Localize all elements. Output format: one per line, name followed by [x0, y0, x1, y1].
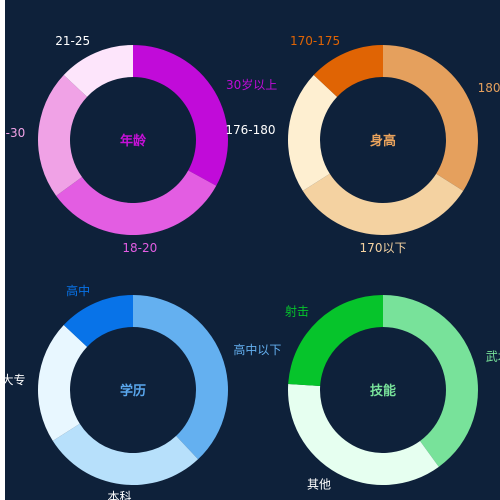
donut-center-title: 学历	[120, 383, 146, 399]
pie-slice[interactable]	[63, 295, 133, 347]
donut-chart-1: 30岁以上 18-20 26-30 21-25 年龄	[5, 34, 277, 255]
pie-slice[interactable]	[288, 74, 338, 191]
slice-label: 其他	[307, 478, 331, 492]
pie-slice[interactable]	[133, 45, 229, 186]
pie-slice[interactable]	[302, 173, 464, 236]
donut-charts: 30岁以上18-2026-3021-25年龄180以上170以下176-1801…	[5, 34, 500, 500]
slice-label: 武术	[486, 350, 500, 364]
slice-label: 26-30	[5, 126, 25, 140]
slice-label: 18-20	[122, 241, 157, 255]
donut-center-title: 技能	[370, 383, 396, 399]
pie-slice[interactable]	[313, 45, 383, 97]
pie-slice[interactable]	[383, 45, 479, 191]
pie-slice[interactable]	[63, 45, 133, 97]
slice-label: 本科	[107, 490, 131, 500]
slice-label: 180以上	[478, 81, 500, 95]
slice-label: 高中	[66, 283, 90, 298]
slice-label: 射击	[285, 303, 309, 318]
donut-center-title: 身高	[370, 133, 396, 149]
donut-chart-2: 180以上 170以下 176-180 170-175 身高	[225, 34, 500, 255]
chart-canvas: 30岁以上18-2026-3021-25年龄180以上170以下176-1801…	[5, 0, 500, 500]
pie-slice[interactable]	[288, 295, 383, 387]
pie-slice[interactable]	[38, 74, 88, 196]
slice-label: 30岁以上	[226, 77, 277, 92]
pie-slice[interactable]	[383, 295, 479, 467]
slice-label: 170-175	[290, 34, 340, 48]
donut-center-title: 年龄	[120, 133, 147, 149]
slice-label: 170以下	[360, 241, 407, 255]
slice-label: 高中以下	[233, 342, 281, 357]
pie-slice[interactable]	[52, 423, 199, 485]
pie-slice[interactable]	[133, 295, 228, 460]
pie-slice[interactable]	[38, 324, 88, 441]
slice-label: 176-180	[225, 123, 275, 137]
slice-label: 21-25	[55, 34, 90, 48]
slice-label: 大专	[5, 372, 25, 387]
pie-slice[interactable]	[288, 384, 439, 485]
pie-slice[interactable]	[56, 170, 217, 236]
